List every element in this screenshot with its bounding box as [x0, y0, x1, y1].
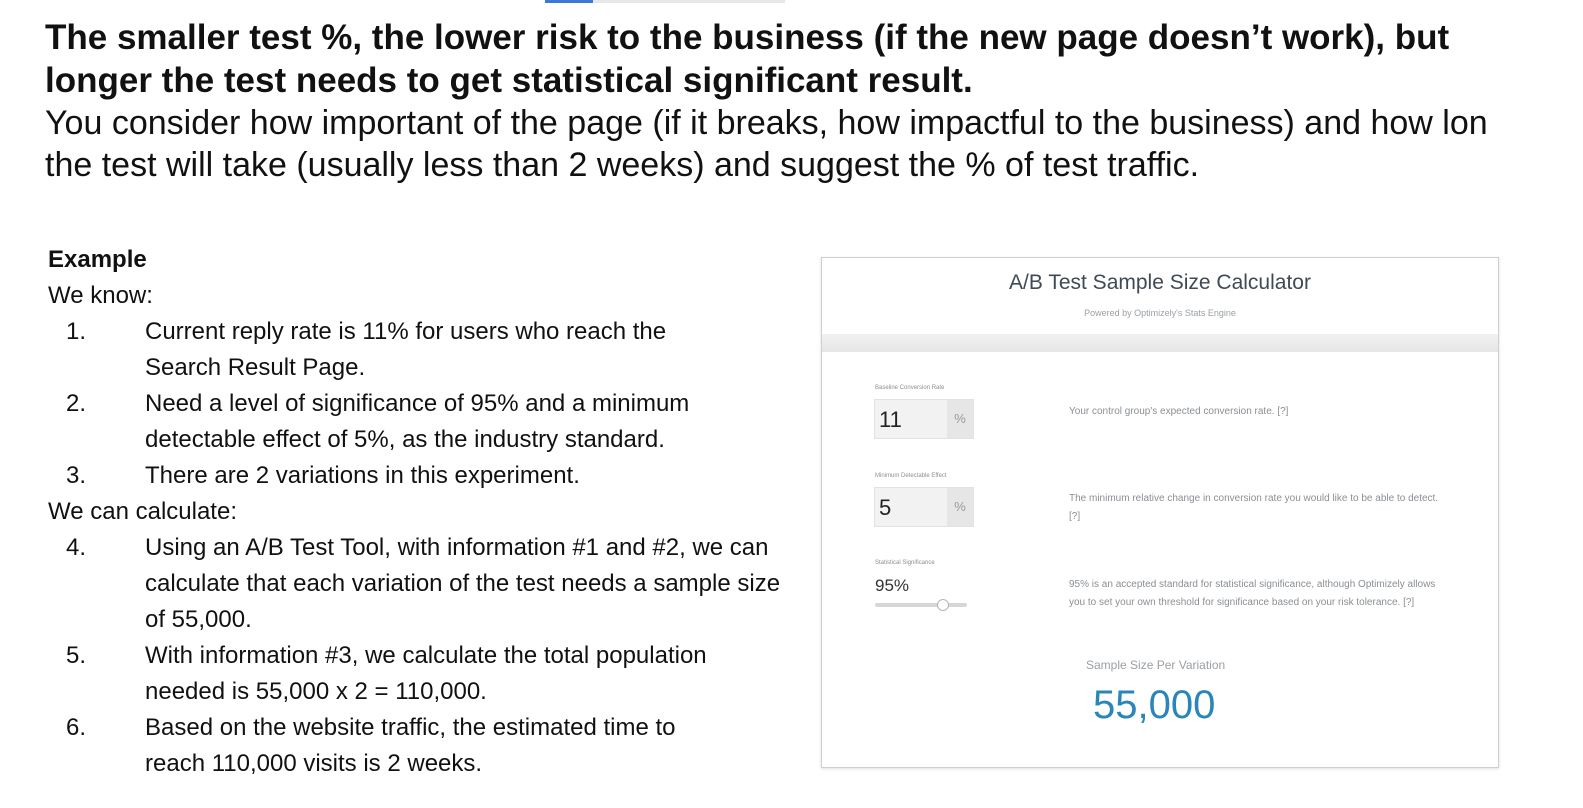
intro-line-2: the test will take (usually less than 2 …: [45, 146, 1200, 184]
list-item-number: 6.: [66, 714, 87, 741]
list-item-number: 3.: [66, 462, 87, 489]
baseline-unit: %: [947, 400, 973, 438]
baseline-field: 11 %: [874, 399, 974, 439]
calculator-title: A/B Test Sample Size Calculator: [1009, 271, 1311, 294]
calculated-list: 4. Using an A/B Test Tool, with informat…: [48, 530, 788, 782]
significance-value: 95%: [875, 576, 910, 595]
slide-progress-fill: [545, 0, 593, 3]
headline-line-2: longer the test needs to get statistical…: [45, 61, 973, 100]
significance-slider-knob: [937, 599, 949, 611]
significance-help-text: 95% is an accepted standard for statisti…: [1069, 579, 1436, 608]
list-item: 4. Using an A/B Test Tool, with informat…: [48, 530, 788, 638]
slide-progress-bar: [545, 0, 785, 3]
list-item-text: With information #3, we calculate the to…: [145, 642, 707, 705]
baseline-label: Baseline Conversion Rate: [875, 385, 945, 391]
list-item-text: Based on the website traffic, the estima…: [145, 714, 676, 777]
list-item-number: 1.: [66, 318, 87, 345]
list-item: 5. With information #3, we calculate the…: [48, 638, 788, 710]
baseline-value: 11: [879, 407, 902, 432]
known-list: 1. Current reply rate is 11% for users w…: [48, 314, 788, 494]
we-know-heading: We know:: [48, 282, 153, 309]
mde-help-text: The minimum relative change in conversio…: [1069, 493, 1439, 522]
list-item: 1. Current reply rate is 11% for users w…: [48, 314, 788, 386]
calculator-divider: [822, 334, 1498, 352]
result-value: 55,000: [1093, 683, 1216, 727]
mde-unit: %: [947, 488, 973, 526]
result-label: Sample Size Per Variation: [1086, 658, 1226, 672]
significance-slider: [875, 599, 967, 611]
we-can-calculate-heading: We can calculate:: [48, 498, 237, 525]
example-section: Example We know: 1. Current reply rate i…: [48, 242, 788, 782]
baseline-help-text: Your control group's expected conversion…: [1069, 406, 1289, 417]
intro-line-1: You consider how important of the page (…: [45, 104, 1488, 142]
list-item-number: 5.: [66, 642, 87, 669]
list-item: 3. There are 2 variations in this experi…: [48, 458, 788, 494]
example-title: Example: [48, 246, 147, 273]
list-item-text: Current reply rate is 11% for users who …: [145, 318, 667, 381]
intro-text: You consider how important of the page (…: [45, 102, 1488, 186]
significance-label: Statistical Significance: [875, 560, 935, 566]
mde-field: 5 %: [874, 487, 974, 527]
list-item-number: 4.: [66, 534, 87, 561]
sample-size-calculator-screenshot: A/B Test Sample Size Calculator Powered …: [821, 257, 1499, 768]
list-item-text: Need a level of significance of 95% and …: [145, 390, 690, 453]
list-item-number: 2.: [66, 390, 87, 417]
calculator-subtitle: Powered by Optimizely's Stats Engine: [1084, 308, 1236, 318]
list-item: 6. Based on the website traffic, the est…: [48, 710, 788, 782]
list-item: 2. Need a level of significance of 95% a…: [48, 386, 788, 458]
mde-value: 5: [879, 495, 892, 520]
headline: The smaller test %, the lower risk to th…: [45, 16, 1583, 102]
headline-line-1: The smaller test %, the lower risk to th…: [45, 18, 1450, 57]
mde-label: Minimum Detectable Effect: [875, 473, 947, 479]
list-item-text: There are 2 variations in this experimen…: [145, 462, 580, 489]
list-item-text: Using an A/B Test Tool, with information…: [145, 534, 781, 633]
